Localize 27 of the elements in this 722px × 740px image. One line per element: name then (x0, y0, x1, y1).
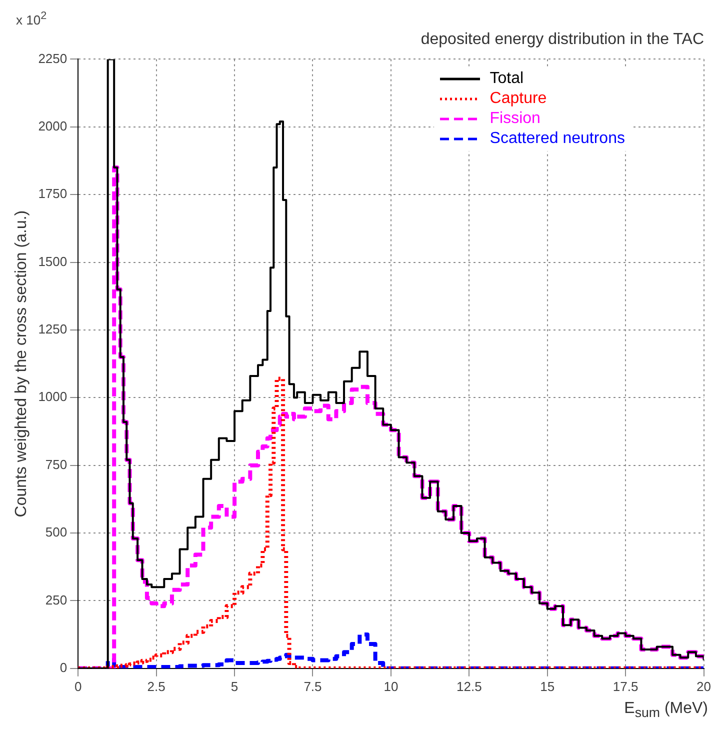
x-tick-label: 17.5 (612, 678, 638, 694)
legend-label: Scattered neutrons (490, 130, 625, 148)
legend-label: Capture (490, 90, 547, 108)
y-tick-label: 1750 (38, 186, 68, 202)
x-tick-label: 7.5 (304, 678, 322, 694)
legend-label: Fission (490, 110, 540, 128)
x-tick-label: 12.5 (456, 678, 482, 694)
y-tick-label: 2250 (38, 50, 68, 66)
legend-label: Total (490, 70, 524, 88)
y-tick-label: 1500 (38, 254, 68, 269)
x-axis-title: E$_{sum}$ (MeV) (624, 700, 708, 720)
x-tick-label: 20 (696, 678, 712, 694)
x-tick-label: 5 (230, 678, 238, 694)
x-tick-label: 15 (540, 678, 555, 694)
y-tick-label: 1000 (38, 389, 68, 404)
x-tick-label: 10 (384, 678, 398, 694)
y-tick-label: 750 (45, 456, 68, 472)
y-tick-label: 250 (45, 592, 68, 608)
y-tick-label: 1250 (38, 322, 68, 337)
chart-title: deposited energy distribution in the TAC (420, 31, 704, 48)
x-tick-label: 0 (74, 678, 82, 694)
y-axis-title: Counts weighted by the cross section (a.u.) (13, 210, 30, 518)
y-tick-label: 2000 (38, 118, 68, 134)
y-tick-label: 500 (45, 524, 68, 540)
y-tick-label: 0 (60, 660, 68, 675)
x-tick-label: 2.5 (147, 678, 166, 694)
text: x 10$^{2}$ (16, 10, 47, 28)
